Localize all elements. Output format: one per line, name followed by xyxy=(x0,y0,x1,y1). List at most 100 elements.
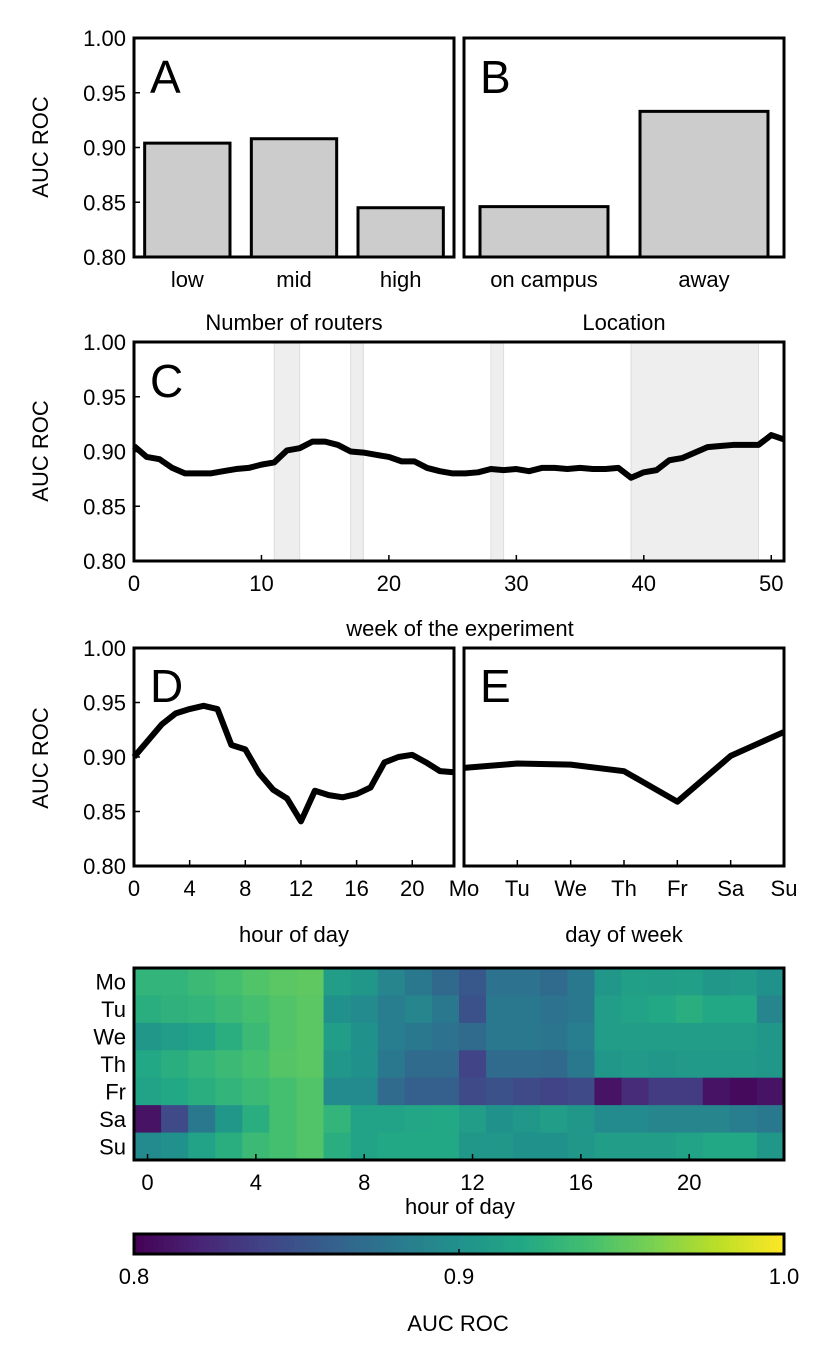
colorbar-gradient-segment xyxy=(154,1234,160,1254)
panel-b-xlabel: Location xyxy=(582,310,665,335)
panel-f-cell xyxy=(431,1077,460,1106)
panel-c-xtick-label: 20 xyxy=(377,571,401,596)
colorbar-gradient-segment xyxy=(279,1234,285,1254)
panel-a-ytick-label: 1.00 xyxy=(83,26,126,51)
panel-f-cell xyxy=(486,1022,514,1051)
panel-f-cell xyxy=(567,968,595,996)
colorbar-gradient-segment xyxy=(239,1234,245,1254)
panel-f-cell xyxy=(540,1105,568,1134)
colorbar-gradient-segment xyxy=(664,1234,670,1254)
colorbar-gradient-segment xyxy=(219,1234,225,1254)
panel-d-xtick-label: 8 xyxy=(239,876,251,901)
panel-f-cell xyxy=(350,1050,379,1079)
panel-f-cell xyxy=(486,1050,514,1079)
panel-f-cell xyxy=(621,1022,650,1051)
colorbar-tick-label: 0.9 xyxy=(444,1264,475,1289)
colorbar-gradient-segment xyxy=(164,1234,170,1254)
panel-f-cell xyxy=(567,1077,595,1106)
panel-c-xtick-label: 30 xyxy=(504,571,528,596)
panel-f-cell xyxy=(350,968,379,996)
panel-c-letter: C xyxy=(150,355,183,407)
colorbar-gradient-segment xyxy=(429,1234,435,1254)
colorbar-gradient-segment xyxy=(444,1234,450,1254)
colorbar-gradient-segment xyxy=(634,1234,640,1254)
panel-f-cell xyxy=(459,1077,487,1106)
colorbar-gradient-segment xyxy=(329,1234,335,1254)
colorbar-gradient-segment xyxy=(524,1234,530,1254)
panel-f-cell xyxy=(296,995,325,1024)
panel-f-cell xyxy=(513,1132,541,1161)
colorbar-gradient-segment xyxy=(184,1234,190,1254)
panel-b-bar-chart: Location B on campus away xyxy=(462,36,786,335)
colorbar-gradient-segment xyxy=(549,1234,555,1254)
panel-f-cell xyxy=(621,1132,650,1161)
panel-f-cell xyxy=(134,1050,162,1079)
colorbar-gradient-segment xyxy=(649,1234,655,1254)
panel-f-axes-frame xyxy=(132,966,786,1162)
panel-f-cell xyxy=(729,1077,758,1106)
colorbar-gradient-segment xyxy=(319,1234,325,1254)
panel-f-cell xyxy=(215,995,243,1024)
panel-d-xtick-label: 12 xyxy=(289,876,313,901)
panel-f-cell xyxy=(404,995,433,1024)
panel-f-cell xyxy=(702,1105,731,1134)
panel-f-cell xyxy=(215,968,243,996)
panel-f-cell xyxy=(296,968,325,996)
panel-f-cell xyxy=(540,968,568,996)
colorbar-gradient-segment xyxy=(469,1234,475,1254)
colorbar-gradient-segment xyxy=(314,1234,320,1254)
colorbar-gradient-segment xyxy=(504,1234,510,1254)
colorbar-gradient-segment xyxy=(479,1234,485,1254)
panel-c-series-line xyxy=(132,432,785,481)
panel-f-cell xyxy=(323,1105,352,1134)
colorbar-gradient-segment xyxy=(304,1234,310,1254)
colorbar-gradient-segment xyxy=(644,1234,650,1254)
panel-f-cell xyxy=(269,1105,297,1134)
colorbar-gradient-segment xyxy=(224,1234,230,1254)
panel-c-ylabel: AUC ROC xyxy=(28,400,53,502)
panel-f-ytick-label: Mo xyxy=(95,970,126,995)
panel-f-cell xyxy=(459,1105,487,1134)
colorbar-gradient-segment xyxy=(494,1234,500,1254)
colorbar-gradient-segment xyxy=(694,1234,700,1254)
panel-b-axes-frame xyxy=(462,36,786,259)
panel-f-cell xyxy=(296,1077,325,1106)
colorbar-gradient-segment xyxy=(764,1234,770,1254)
colorbar-gradient-segment xyxy=(499,1234,505,1254)
panel-f-cell xyxy=(567,995,595,1024)
panel-f-cell xyxy=(756,1022,785,1051)
panel-f-cell xyxy=(134,1022,162,1051)
panel-f-cell xyxy=(513,968,541,996)
panel-c-ytick-label: 0.95 xyxy=(83,385,126,410)
panel-b-letter: B xyxy=(480,51,511,103)
panel-e-xtick-label: Fr xyxy=(667,876,688,901)
panel-f-cell xyxy=(404,1132,433,1161)
panel-f-cell xyxy=(702,1022,731,1051)
panel-f-cell xyxy=(431,968,460,996)
panel-d-axes-frame xyxy=(132,646,456,868)
panel-f-cell xyxy=(431,995,460,1024)
colorbar-tick-label: 1.0 xyxy=(769,1264,800,1289)
panel-f-cell xyxy=(621,968,650,996)
panel-f-cell xyxy=(648,968,677,996)
colorbar-gradient-segment xyxy=(759,1234,765,1254)
colorbar-gradient-segment xyxy=(174,1234,180,1254)
panel-d-ytick-label: 0.90 xyxy=(83,745,126,770)
colorbar-gradient-segment xyxy=(354,1234,360,1254)
panel-c-line-chart: AUC ROC week of the experiment C 0 10 20 30… xyxy=(28,330,786,641)
colorbar-gradient-segment xyxy=(289,1234,295,1254)
colorbar-gradient-segment xyxy=(299,1234,305,1254)
colorbar-tick-label: 0.8 xyxy=(119,1264,150,1289)
panel-f-cell xyxy=(242,1105,270,1134)
panel-f-cell xyxy=(215,1105,243,1134)
panel-b-bar-on-campus xyxy=(478,205,610,259)
panel-f-ytick-label: Th xyxy=(100,1052,126,1077)
colorbar-gradient-segment xyxy=(309,1234,315,1254)
colorbar-label: AUC ROC xyxy=(407,1311,509,1336)
panel-f-cell xyxy=(269,995,297,1024)
colorbar-gradient-segment xyxy=(709,1234,715,1254)
panel-f-cell xyxy=(513,995,541,1024)
colorbar-gradient-segment xyxy=(629,1234,635,1254)
panel-f-cell xyxy=(350,1022,379,1051)
